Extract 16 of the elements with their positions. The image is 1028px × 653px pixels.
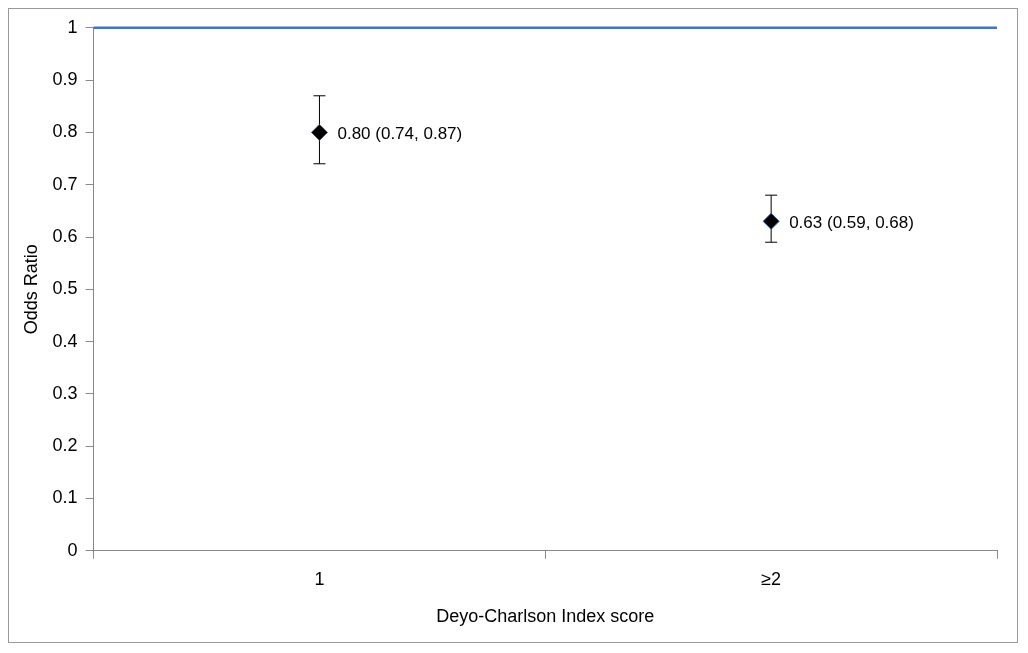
y-tick-label: 0.3 <box>52 382 78 403</box>
data-label: 0.80 (0.74, 0.87) <box>337 124 463 144</box>
y-tick-label: 0.1 <box>52 487 78 508</box>
x-tick-label: ≥2 <box>761 568 782 589</box>
y-axis-title: Odds Ratio <box>20 244 41 335</box>
y-tick-label: 0.4 <box>52 330 78 351</box>
y-tick-label: 0 <box>67 539 78 560</box>
y-tick-label: 0.9 <box>52 69 78 90</box>
y-tick-label: 0.6 <box>52 225 78 246</box>
data-label: 0.63 (0.59, 0.68) <box>789 213 914 232</box>
x-axis-title: Deyo-Charlson Index score <box>436 606 655 627</box>
y-tick-label: 0.8 <box>52 121 78 142</box>
y-tick-label: 0.5 <box>52 278 78 299</box>
y-tick-label: 1 <box>67 16 78 37</box>
y-tick-label: 0.2 <box>52 435 78 456</box>
y-tick-label: 0.7 <box>52 173 78 194</box>
